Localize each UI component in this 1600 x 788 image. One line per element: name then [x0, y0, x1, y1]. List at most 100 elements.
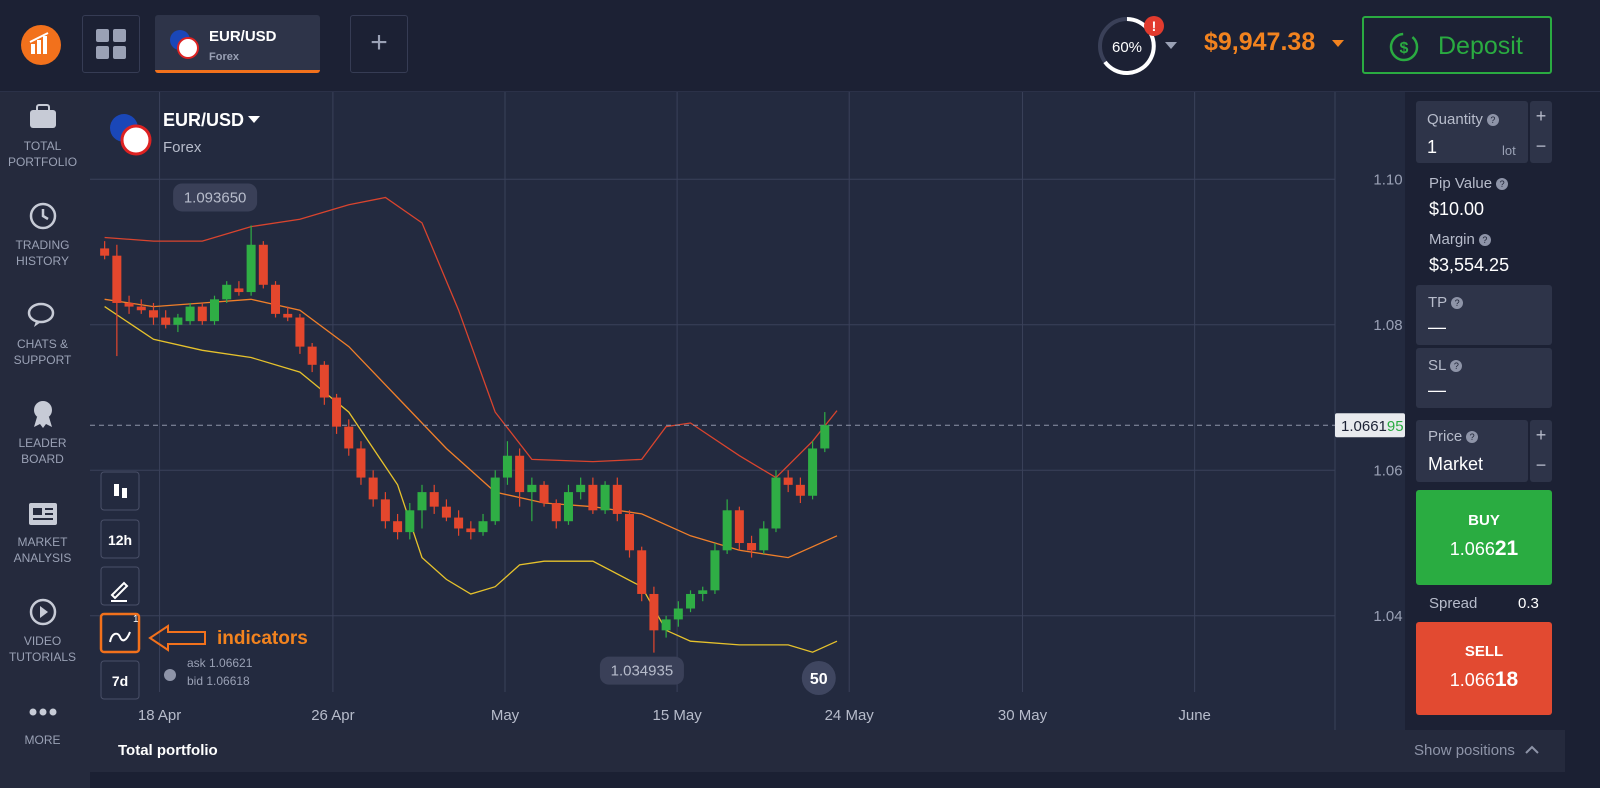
candle-body — [124, 302, 134, 307]
sidebar-item[interactable]: MARKET ANALYSIS — [5, 498, 80, 566]
spread-label: Spread — [1429, 595, 1478, 612]
sidebar-item[interactable]: LEADER BOARD — [5, 399, 80, 467]
chart-symbol[interactable]: EUR/USD — [163, 110, 245, 130]
candle-body — [612, 484, 622, 514]
apps-button[interactable] — [82, 15, 140, 73]
ask: ask 1.06621 — [187, 656, 253, 670]
sidebar-icon — [33, 401, 52, 428]
tp-label-text: TP — [1428, 294, 1448, 311]
y-tick-label: 1.08 — [1373, 317, 1402, 334]
icon-shape — [32, 508, 42, 515]
sidebar-icon — [29, 598, 56, 626]
tp-box[interactable]: TP? — — [1416, 285, 1552, 345]
sidebar-item[interactable]: VIDEO TUTORIALS — [5, 597, 80, 665]
sidebar-label: LEADER BOARD — [18, 436, 67, 466]
candle-body — [722, 510, 732, 551]
deposit-button[interactable]: $ Deposit — [1362, 16, 1552, 74]
sell-price-pips: 18 — [1494, 668, 1519, 691]
candle-body — [136, 306, 146, 311]
progress-indicator[interactable]: ! 60% — [1095, 14, 1185, 78]
chart-type-button[interactable] — [100, 471, 140, 511]
deposit-label: Deposit — [1438, 32, 1523, 60]
period-label: 12h — [108, 532, 132, 548]
progress-value: 60% — [1112, 39, 1142, 56]
candle-body — [808, 448, 818, 496]
buy-label: BUY — [1468, 512, 1500, 529]
sidebar-icon — [29, 202, 56, 230]
candle-body — [625, 513, 634, 551]
y-tick-label: 1.06 — [1373, 462, 1402, 479]
candle-body — [393, 521, 403, 533]
buy-price: 1.06621 — [1416, 537, 1552, 561]
sidebar-item[interactable]: TOTAL PORTFOLIO — [5, 102, 80, 170]
tool-button-frame — [100, 660, 140, 700]
buy-button[interactable]: BUY 1.06621 — [1416, 490, 1552, 585]
candle-body — [295, 317, 305, 347]
icon-shape — [39, 708, 46, 716]
sidebar-label: MORE — [24, 733, 61, 747]
tab-symbol: EUR/USD — [209, 28, 277, 45]
indicators-button[interactable]: 1 — [99, 612, 141, 654]
sidebar-item[interactable]: MORE — [5, 696, 80, 748]
sidebar-label: VIDEO TUTORIALS — [8, 634, 77, 664]
tool-icon — [109, 631, 131, 643]
flag-icon — [170, 30, 199, 59]
footer-caret — [1525, 745, 1539, 754]
sidebar-item[interactable]: TRADING HISTORY — [5, 201, 80, 269]
asset-tab[interactable]: EUR/USD Forex — [155, 15, 320, 73]
candle-body — [527, 484, 537, 493]
period-button[interactable]: 12h — [100, 519, 140, 559]
sl-box[interactable]: SL? — — [1416, 348, 1552, 408]
help-icon — [164, 669, 176, 681]
candle-body — [539, 484, 549, 504]
sell-button[interactable]: SELL 1.06618 — [1416, 622, 1552, 715]
candle-body — [185, 306, 195, 322]
quantity-steppers[interactable]: + − — [1530, 101, 1552, 163]
show-positions[interactable]: Show positions — [1414, 742, 1515, 759]
low-label: 1.034935 — [611, 663, 674, 680]
candle-body — [112, 255, 122, 303]
icon-shape — [49, 708, 56, 716]
low-label-box — [599, 656, 684, 685]
tp-label: TP? — [1428, 294, 1464, 311]
x-tick-label: 15 May — [653, 707, 703, 724]
price-box[interactable]: Price? Market — [1416, 420, 1528, 482]
draw-button[interactable] — [100, 566, 140, 606]
balance[interactable]: $9,947.38 — [1204, 28, 1316, 56]
icon-shape — [29, 708, 36, 716]
spread-value: 0.3 — [1518, 595, 1539, 612]
candle-body — [148, 310, 158, 318]
sell-label: SELL — [1464, 643, 1504, 660]
tp-value: — — [1428, 317, 1446, 337]
annotation-arrow — [148, 624, 206, 652]
candle-body — [332, 397, 342, 427]
tool-button-frame — [100, 471, 140, 511]
candle-body — [734, 510, 744, 544]
quantity-box[interactable]: Quantity? 1 lot — [1416, 101, 1528, 163]
candle-body — [490, 477, 500, 522]
x-tick-label: 30 May — [998, 707, 1048, 724]
candle-body — [551, 503, 561, 522]
icon-shape — [29, 202, 56, 230]
pip-label-text: Pip Value — [1429, 175, 1493, 192]
add-tab-button[interactable]: + — [350, 15, 408, 73]
candle-body — [222, 284, 232, 300]
price-steppers[interactable]: + − — [1530, 420, 1552, 482]
candle-body — [820, 425, 830, 449]
tool-icon — [122, 488, 127, 498]
candle-body — [466, 528, 476, 533]
candle-body — [698, 590, 708, 594]
sidebar-item[interactable]: CHATS & SUPPORT — [5, 300, 80, 368]
footer-title[interactable]: Total portfolio — [118, 742, 218, 759]
candle-body — [478, 521, 488, 533]
logo[interactable] — [20, 24, 62, 66]
timeframe-button[interactable]: 7d — [100, 660, 140, 700]
candle-body — [356, 448, 366, 478]
candle-body — [771, 477, 781, 529]
y-tick-label: 1.10 — [1373, 171, 1402, 188]
candle-body — [600, 484, 610, 511]
quantity-label: Quantity? — [1427, 111, 1499, 128]
chart-flag — [110, 114, 152, 156]
sidebar-icon — [29, 104, 56, 128]
